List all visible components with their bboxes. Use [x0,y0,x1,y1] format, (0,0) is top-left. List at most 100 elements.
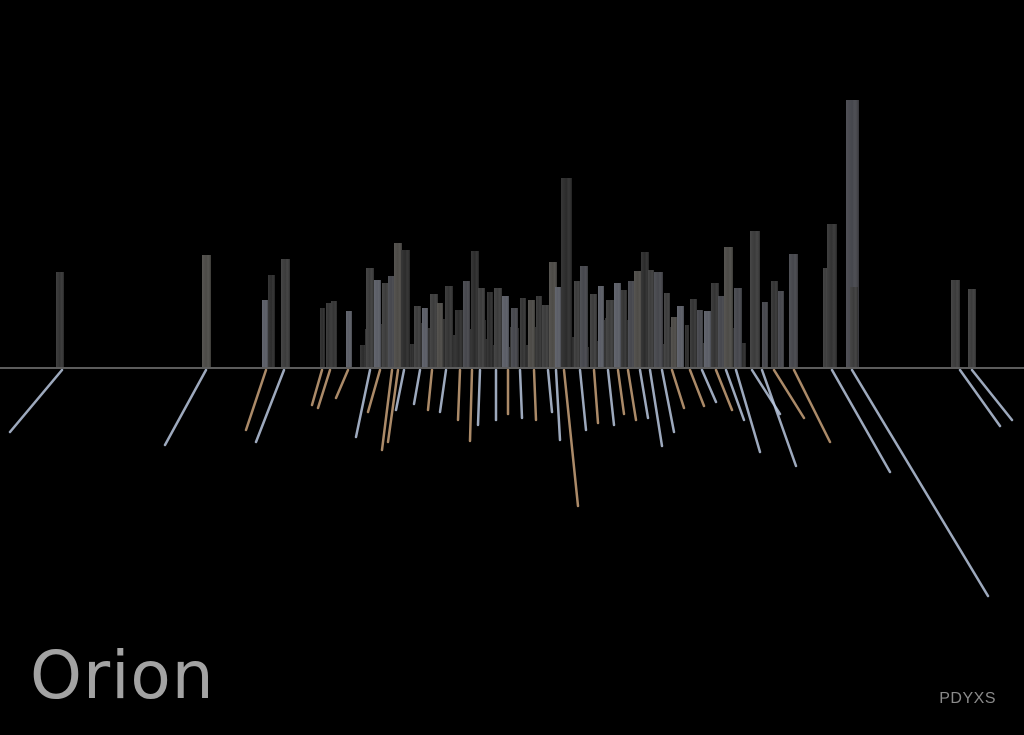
skyline-bar-shading [520,298,526,367]
skyline-bar-shading [606,300,614,367]
skyline-bar-shading [641,252,649,367]
skyline-bar-shading [388,276,395,367]
skyline-bar-shading [621,290,627,367]
skyline-bar-shading [677,306,684,367]
reflection-ray [714,368,734,412]
skyline-bar-shading [654,272,663,367]
skyline-bar-shading [789,254,798,367]
reflection-ray [760,368,798,468]
reflection-ray [354,368,372,439]
skyline-bar-shading [455,310,463,367]
reflection-ray [380,368,394,452]
reflection-ray [970,368,1014,422]
skyline-bar-shading [346,311,352,367]
skyline-bar-shading [561,178,572,367]
bar-group [56,100,976,367]
skyline-bar-shading [262,300,268,367]
skyline-bar-shading [730,328,737,367]
reflection-ray [316,368,332,410]
skyline-bar-shading [445,286,453,367]
skyline-bar-shading [827,224,837,367]
skyline-bar-shading [850,287,858,367]
reflection-ray [554,368,562,442]
reflection-ray [670,368,686,410]
reflection-ray [254,368,286,444]
reflection-ray [412,368,422,406]
skyline-bar-shading [590,294,597,367]
skyline-bar-shading [595,341,600,367]
skyline-bar-shading [487,292,493,367]
skyline-bar-shading [331,301,337,367]
skyline-bar-shading [382,283,390,367]
skyline-bar-shading [494,288,502,367]
skyline-bar-shading [56,272,64,367]
skyline-bar-shading [525,345,529,367]
skyline-bar-shading [580,266,588,367]
reflection-ray [592,368,600,425]
reflection-ray [850,368,990,598]
skyline-bar-shading [536,296,542,367]
reflection-ray [394,368,406,412]
skyline-bar-shading [320,308,325,367]
skyline-bar-shading [414,306,421,367]
skyline-bar-shading [502,296,509,367]
skyline-bar-shading [762,302,768,367]
reflection-ray [426,368,434,412]
reflection-ray [8,368,64,434]
reflection-ray [638,368,650,420]
reflection-ray [648,368,664,448]
skyline-bar-shading [574,281,580,367]
skyline-bar-shading [478,288,485,367]
reflection-ray [476,368,482,427]
skyline-bar-shading [394,243,402,367]
skyline-bar-shading [614,283,621,367]
skyline-bar-shading [724,247,733,367]
skyline-bar-shading [598,286,604,367]
reflection-ray [518,368,524,420]
reflection-ray [830,368,892,474]
skyline-bar-shading [430,294,438,367]
reflection-ray [688,368,706,408]
reflection-ray [578,368,588,432]
skyline-bar-shading [734,288,742,367]
skyline-bar-shading [366,268,374,367]
signature-text: PDYXS [939,690,996,707]
skyline-bar-shading [360,345,367,367]
skyline-bar-shading [570,337,576,367]
reflection-ray [456,368,462,422]
reflection-ray [163,368,208,447]
skyline-bar-shading [528,300,535,367]
reflection-ray [792,368,832,444]
skyline-bar-shading [374,280,381,367]
skyline-bar-shading [549,262,557,367]
skyline-bar-shading [268,275,275,367]
skyline-bar-shading [740,343,746,367]
reflection-ray [724,368,746,422]
skyline-bar-shading [718,296,725,367]
skyline-bar-shading [711,283,719,367]
skyline-bar-shading [326,303,332,367]
skyline-bar-shading [951,280,960,367]
reflection-ray [334,368,350,400]
skyline-bar-shading [511,308,518,367]
reflection-ray [772,368,806,420]
skyline-bar-shading [750,231,760,367]
skyline-bar-shading [437,303,443,367]
skyline-bar-shading [671,317,677,367]
reflection-ray [532,368,538,422]
skyline-bar-shading [555,287,561,367]
skyline-bar-shading [490,345,497,367]
reflection-ray [606,368,616,427]
skyline-bar-shading [463,281,470,367]
skyline-bar-shading [202,255,211,367]
skyline-bar-shading [968,289,976,367]
title-text: Orion [30,637,215,714]
skyline-bar-shading [664,293,670,367]
reflection-ray [546,368,554,414]
skyline-bar-shading [704,311,711,367]
reflection-ray [438,368,448,414]
reflection-ray [660,368,676,434]
skyline-bar-shading [648,270,654,367]
skyline-bar-shading [697,310,703,367]
skyline-bar-shading [634,271,642,367]
